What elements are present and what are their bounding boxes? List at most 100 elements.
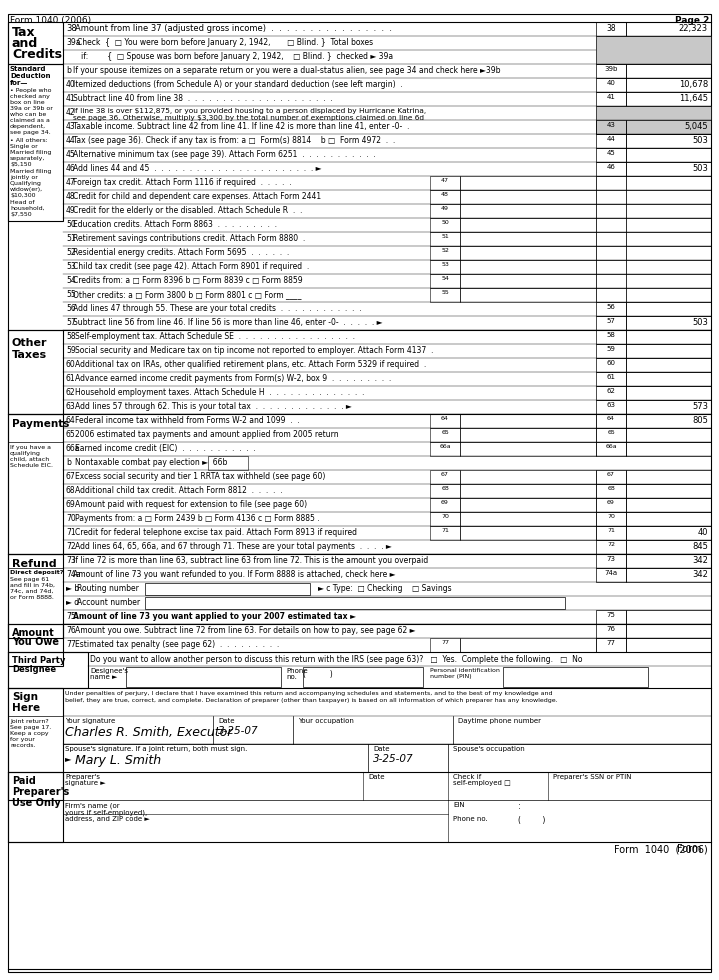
Bar: [626, 484, 711, 498]
Bar: [626, 372, 711, 386]
Bar: [460, 526, 596, 540]
Text: Additional tax on IRAs, other qualified retirement plans, etc. Attach Form 5329 : Additional tax on IRAs, other qualified …: [75, 360, 426, 369]
Text: Amount: Amount: [12, 628, 55, 638]
Bar: [596, 36, 711, 64]
Text: 58: 58: [66, 332, 75, 341]
Text: 65: 65: [607, 430, 615, 435]
Bar: [596, 414, 626, 428]
Text: Social security and Medicare tax on tip income not reported to employer. Attach : Social security and Medicare tax on tip …: [75, 346, 434, 355]
Text: 64: 64: [607, 416, 615, 421]
Text: 3-25-07: 3-25-07: [373, 754, 413, 764]
Text: Advance earned income credit payments from Form(s) W-2, box 9  .  .  .  .  .  . : Advance earned income credit payments fr…: [75, 374, 391, 383]
Bar: [503, 667, 648, 687]
Text: 573: 573: [692, 402, 708, 411]
Text: Date: Date: [373, 746, 390, 752]
Bar: [460, 288, 596, 302]
Text: 57: 57: [607, 318, 615, 324]
Text: 46: 46: [66, 164, 75, 173]
Text: Credit for child and dependent care expenses. Attach Form 2441: Credit for child and dependent care expe…: [73, 192, 321, 201]
Text: 66a: 66a: [605, 444, 617, 449]
Bar: [596, 638, 626, 652]
Text: Designee: Designee: [12, 665, 56, 674]
Bar: [430, 442, 460, 456]
Bar: [430, 232, 460, 246]
Bar: [626, 246, 711, 260]
Text: Paid: Paid: [12, 776, 36, 786]
Text: 70: 70: [607, 514, 615, 519]
Text: 53: 53: [441, 262, 449, 267]
Text: Deduction: Deduction: [10, 73, 50, 79]
Bar: [626, 120, 711, 134]
Text: signature ►: signature ►: [65, 780, 106, 786]
Bar: [596, 260, 626, 274]
Text: 503: 503: [692, 136, 708, 145]
Bar: [596, 568, 626, 582]
Text: Date: Date: [218, 718, 234, 724]
Text: b: b: [66, 66, 71, 75]
Text: Other credits: a □ Form 3800 b □ Form 8801 c □ Form ____: Other credits: a □ Form 3800 b □ Form 88…: [73, 290, 301, 299]
Text: 74c, and 74d,: 74c, and 74d,: [10, 589, 53, 594]
Text: qualifying: qualifying: [10, 451, 41, 456]
Text: Standard: Standard: [10, 66, 47, 72]
Bar: [430, 246, 460, 260]
Text: number (PIN): number (PIN): [430, 674, 472, 679]
Bar: [626, 260, 711, 274]
Text: 59: 59: [66, 346, 75, 355]
Bar: [626, 190, 711, 204]
Text: 69: 69: [607, 500, 615, 505]
Bar: [145, 583, 310, 595]
Bar: [460, 498, 596, 512]
Text: Keep a copy: Keep a copy: [10, 731, 49, 736]
Bar: [626, 288, 711, 302]
Text: 43: 43: [607, 122, 615, 128]
Text: Additional child tax credit. Attach Form 8812  .  .  .  .  .: Additional child tax credit. Attach Form…: [75, 486, 283, 495]
Bar: [596, 134, 626, 148]
Bar: [626, 498, 711, 512]
Text: no.: no.: [286, 674, 297, 680]
Text: Tax: Tax: [12, 26, 36, 39]
Bar: [596, 470, 626, 484]
Bar: [626, 386, 711, 400]
Bar: [460, 442, 596, 456]
Text: If line 38 is over $112,875, or you provided housing to a person displaced by Hu: If line 38 is over $112,875, or you prov…: [73, 108, 426, 114]
Text: b: b: [66, 458, 71, 467]
Text: 70: 70: [441, 514, 449, 519]
Text: 60: 60: [66, 360, 75, 369]
Text: household,: household,: [10, 206, 45, 211]
Text: Child tax credit (see page 42). Attach Form 8901 if required  .: Child tax credit (see page 42). Attach F…: [73, 262, 309, 271]
Text: If you have a: If you have a: [10, 445, 51, 450]
Text: 77: 77: [441, 640, 449, 645]
Text: 805: 805: [692, 416, 708, 425]
Text: 64: 64: [441, 416, 449, 421]
Text: for—: for—: [10, 80, 28, 86]
Bar: [430, 260, 460, 274]
Bar: [626, 134, 711, 148]
Text: 72: 72: [607, 542, 615, 547]
Text: Preparer's: Preparer's: [65, 774, 100, 780]
Text: 68: 68: [441, 486, 449, 491]
Bar: [626, 568, 711, 582]
Bar: [626, 232, 711, 246]
Text: Form: Form: [677, 844, 708, 854]
Text: 75: 75: [66, 612, 75, 621]
Text: 57: 57: [66, 318, 75, 327]
Text: Alternative minimum tax (see page 39). Attach Form 6251  .  .  .  .  .  .  .  . : Alternative minimum tax (see page 39). A…: [73, 150, 376, 159]
Text: Phone no.: Phone no.: [453, 816, 487, 822]
Bar: [626, 148, 711, 162]
Bar: [596, 372, 626, 386]
Text: Add lines 64, 65, 66a, and 67 through 71. These are your total payments  .  .  .: Add lines 64, 65, 66a, and 67 through 71…: [75, 542, 392, 551]
Text: 5,045: 5,045: [684, 122, 708, 131]
Bar: [626, 92, 711, 106]
Bar: [626, 78, 711, 92]
Text: 58: 58: [607, 332, 615, 338]
Text: 70: 70: [66, 514, 75, 523]
Text: 69: 69: [441, 500, 449, 505]
Text: belief, they are true, correct, and complete. Declaration of preparer (other tha: belief, they are true, correct, and comp…: [65, 698, 558, 703]
Bar: [460, 246, 596, 260]
Text: 71: 71: [66, 528, 75, 537]
Bar: [208, 456, 248, 470]
Bar: [8, 22, 63, 64]
Text: 73: 73: [607, 556, 615, 562]
Bar: [596, 526, 626, 540]
Bar: [626, 512, 711, 526]
